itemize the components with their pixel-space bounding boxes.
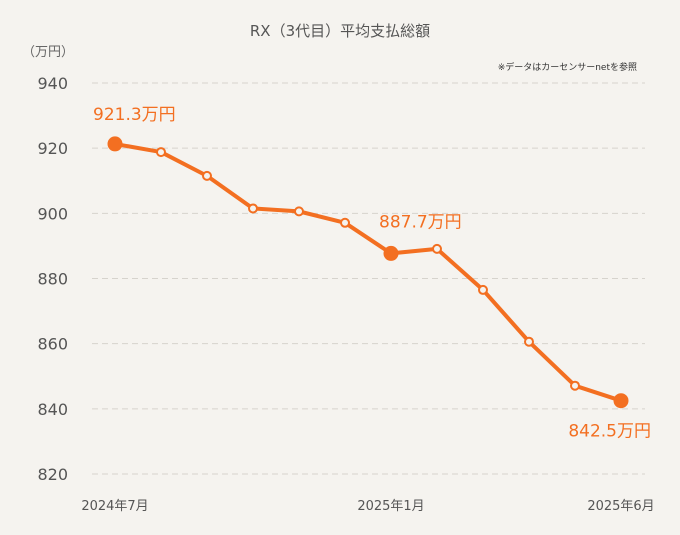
- x-tick-label: 2025年1月: [357, 499, 424, 514]
- data-label: 921.3万円: [93, 105, 176, 125]
- data-markers: [107, 136, 629, 409]
- x-axis-ticks: 2024年7月 2025年1月 2025年6月: [81, 499, 654, 514]
- y-tick-label: 880: [37, 270, 68, 289]
- x-tick-label: 2024年7月: [81, 499, 148, 514]
- series-layer: [113, 141, 623, 403]
- chart-title: RX（3代目）平均支払総額: [250, 22, 430, 40]
- data-point: [478, 284, 488, 295]
- data-point: [202, 170, 212, 181]
- data-point: [294, 206, 304, 217]
- data-point-highlight: [613, 393, 629, 409]
- y-tick-label: 940: [37, 74, 68, 93]
- data-point-highlight: [107, 136, 123, 152]
- data-point: [156, 147, 166, 158]
- data-point: [524, 336, 534, 347]
- y-axis-ticks: 820 840 860 880 900 920 940: [37, 74, 68, 484]
- y-tick-label: 900: [37, 204, 68, 223]
- data-labels: 921.3万円 887.7万円 842.5万円: [93, 105, 651, 442]
- x-tick-label: 2025年6月: [587, 499, 654, 514]
- data-point: [570, 380, 580, 391]
- series-line: [113, 141, 623, 403]
- grid-lines: [92, 82, 645, 475]
- y-axis-unit-label: （万円）: [22, 45, 74, 60]
- data-point: [340, 217, 350, 228]
- data-label: 887.7万円: [379, 212, 462, 232]
- y-tick-label: 820: [37, 465, 68, 484]
- data-point: [248, 203, 258, 214]
- data-source-note: ※データはカーセンサーnetを参照: [498, 61, 637, 73]
- data-point: [432, 243, 442, 254]
- y-tick-label: 840: [37, 400, 68, 419]
- y-tick-label: 860: [37, 335, 68, 354]
- data-label: 842.5万円: [568, 422, 651, 442]
- data-point-highlight: [383, 245, 399, 261]
- y-tick-label: 920: [37, 139, 68, 158]
